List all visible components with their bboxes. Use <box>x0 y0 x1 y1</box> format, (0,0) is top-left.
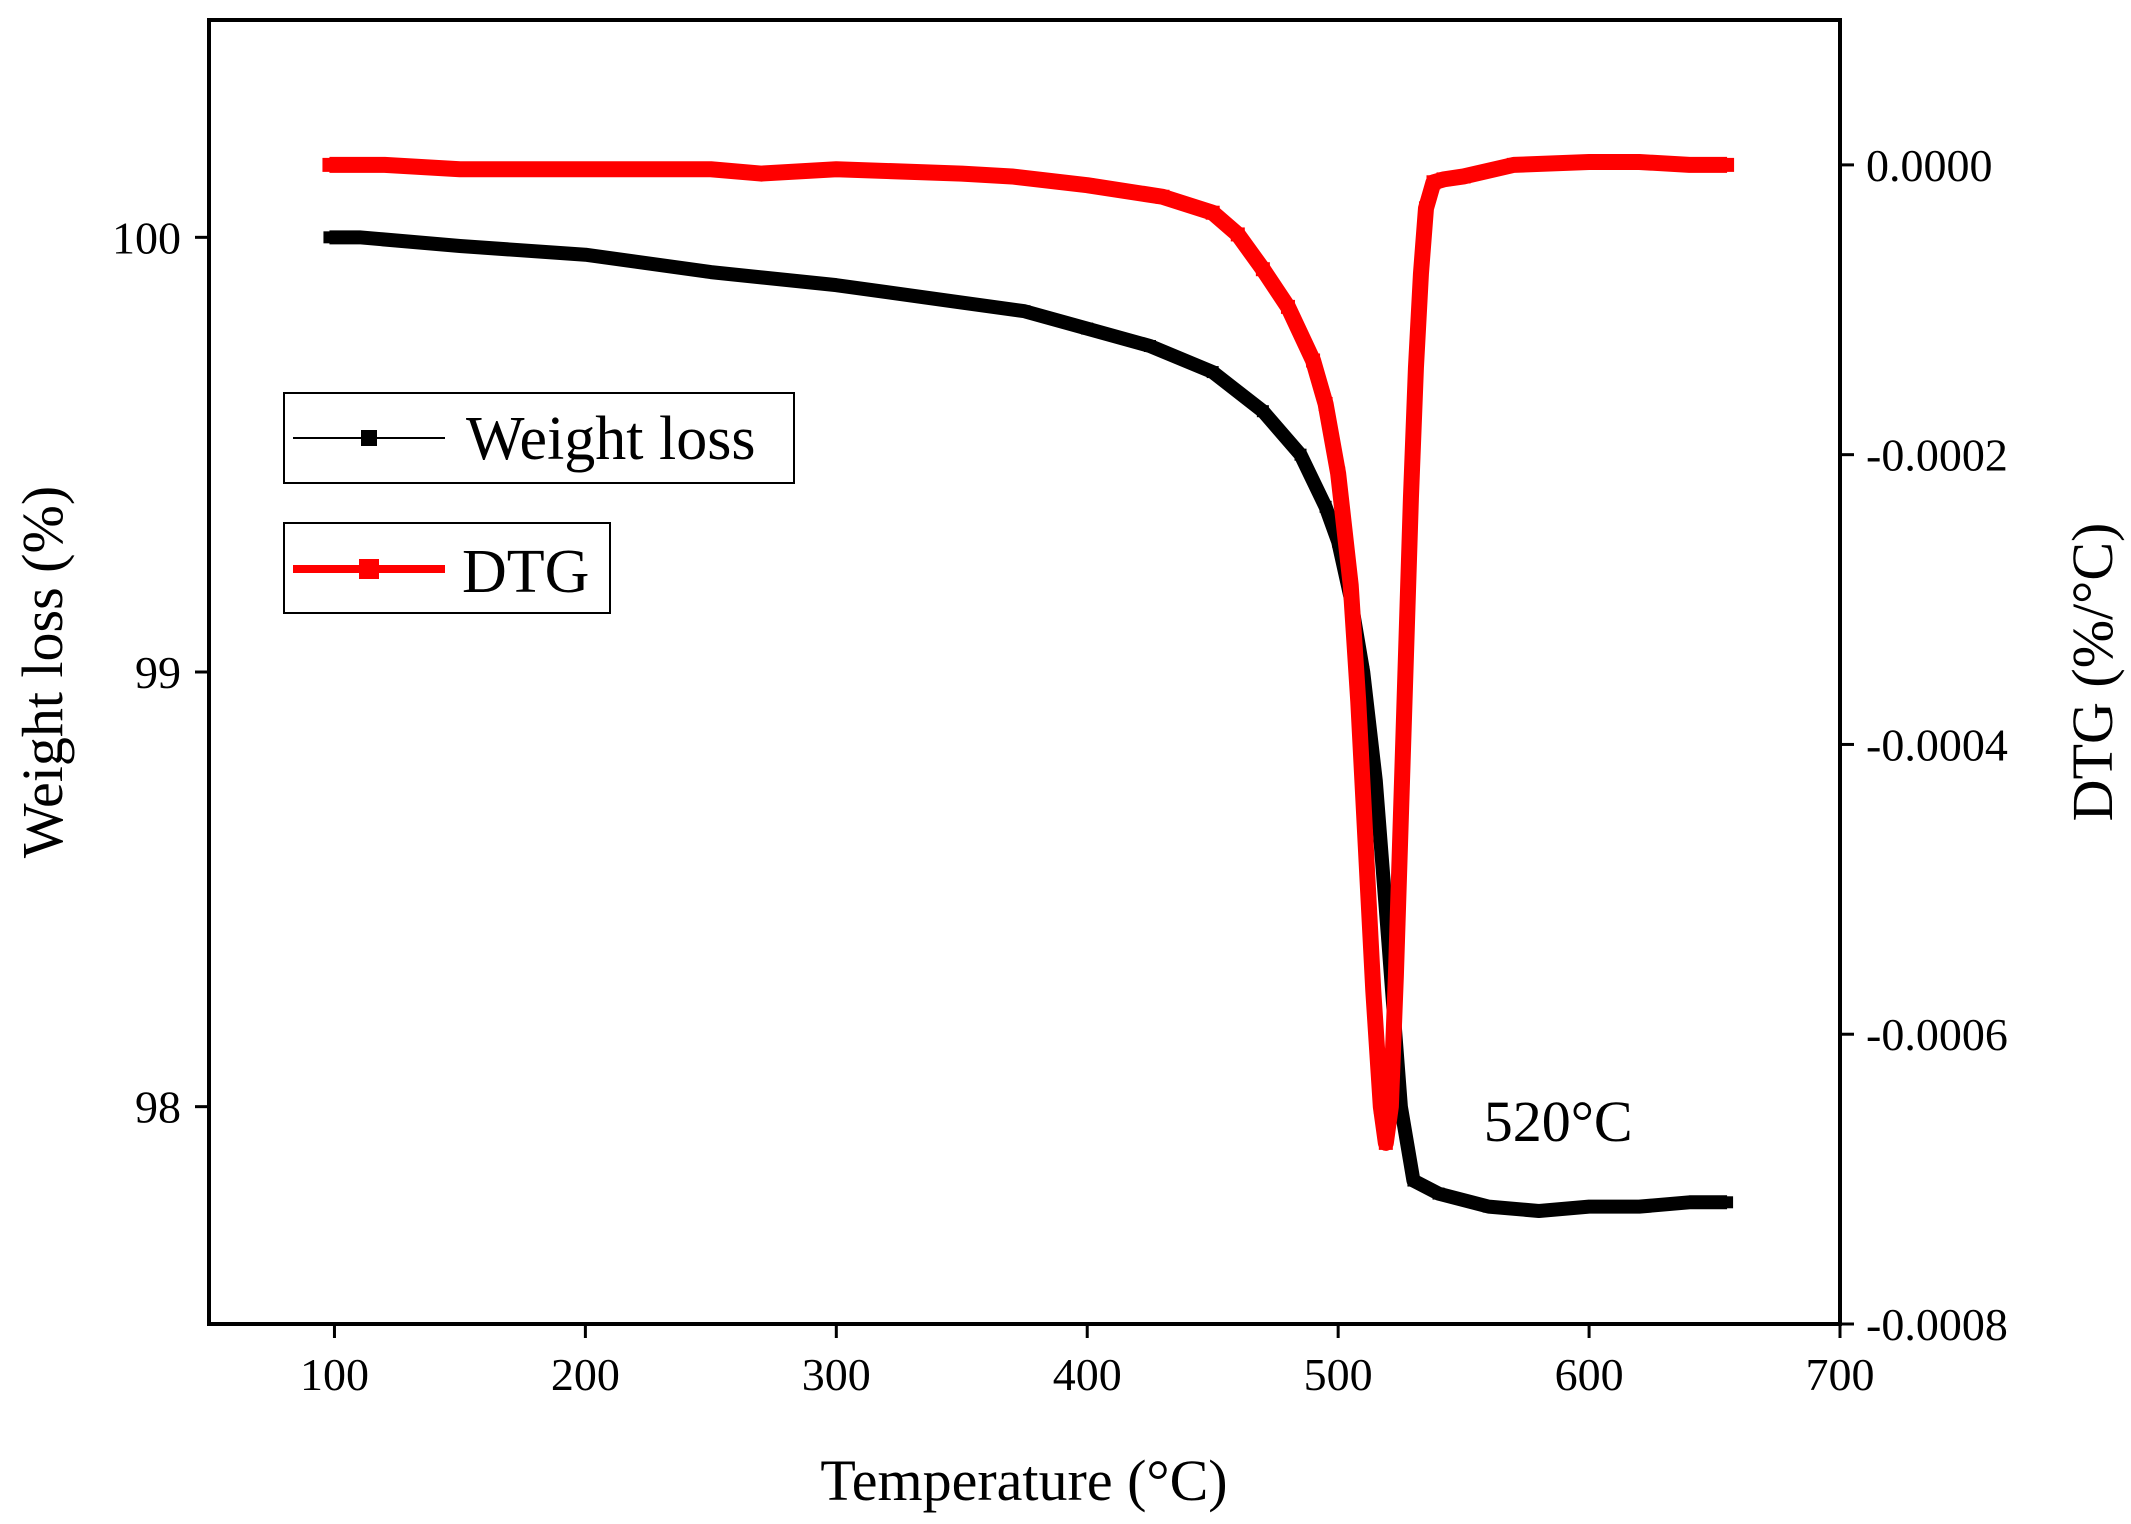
dtg-point <box>1582 154 1597 169</box>
dtg-point <box>829 162 844 177</box>
dtg-point <box>1456 169 1471 184</box>
axes-layer: 100 200 300 400 500 600 700 98 99 100 -0.0008 -0.00… <box>112 140 2008 1400</box>
dtg-point <box>1388 969 1403 984</box>
y-right-tick-label: -0.0002 <box>1866 430 2008 481</box>
dtg-point <box>1004 169 1019 184</box>
dtg-point <box>1306 353 1321 368</box>
x-tick-label: 200 <box>551 1349 620 1400</box>
dtg-point <box>1632 154 1647 169</box>
x-tick-label: 400 <box>1053 1349 1122 1400</box>
y-right-tick-label: 0.0000 <box>1866 140 1993 191</box>
weight-loss-point <box>1319 500 1332 513</box>
weight-loss-point <box>1482 1200 1495 1213</box>
dtg-point <box>1413 266 1428 281</box>
weight-loss-point <box>1583 1200 1596 1213</box>
weight-loss-point <box>353 231 366 244</box>
weight-loss-point <box>1683 1196 1696 1209</box>
dtg-point <box>1378 1135 1393 1150</box>
y-axis-left-title: Weight loss (%) <box>10 486 75 858</box>
legend-label-weight-loss: Weight loss <box>466 405 756 473</box>
legend-marker-dtg <box>359 559 379 579</box>
series-layer <box>322 153 1735 1218</box>
x-tick-label: 300 <box>802 1349 871 1400</box>
weight-loss-point <box>1432 1187 1445 1200</box>
dtg-point <box>578 162 593 177</box>
weight-loss-point <box>323 231 336 244</box>
dtg-point <box>1366 983 1381 998</box>
dtg-point <box>1318 396 1333 411</box>
dtg-point <box>322 157 337 172</box>
weight-loss-point <box>579 248 592 261</box>
weight-loss-point <box>1018 305 1031 318</box>
dtg-point <box>1506 157 1521 172</box>
weight-loss-point <box>453 240 466 253</box>
weight-loss-point <box>1143 340 1156 352</box>
weight-loss-point <box>1721 1196 1734 1209</box>
dtg-point <box>1343 578 1358 593</box>
dtg-point <box>377 157 392 172</box>
x-tick-label: 600 <box>1555 1349 1624 1400</box>
y-left-tick-label: 98 <box>135 1082 181 1133</box>
dtg-point <box>1351 693 1366 708</box>
weight-loss-point <box>1206 366 1219 379</box>
weight-loss-point <box>1633 1200 1646 1213</box>
dtg-point <box>1080 178 1095 193</box>
dtg-point <box>1358 838 1373 853</box>
dtg-point <box>1383 1099 1398 1114</box>
weight-loss-point <box>704 266 717 279</box>
weight-loss-point <box>830 279 843 292</box>
weight-loss-point <box>1532 1204 1545 1217</box>
dtg-point <box>1230 227 1245 242</box>
weight-loss-point <box>1294 448 1307 461</box>
weight-loss-point <box>1256 405 1269 418</box>
x-tick-label: 500 <box>1304 1349 1373 1400</box>
weight-loss-point <box>1407 1174 1420 1187</box>
weight-loss-point <box>955 296 968 309</box>
dtg-point <box>1331 466 1346 481</box>
dtg-point <box>1155 189 1170 204</box>
x-axis-title: Temperature (°C) <box>820 1448 1227 1513</box>
x-tick-label: 700 <box>1806 1349 1875 1400</box>
dtg-point <box>1720 157 1735 172</box>
y-right-tick-label: -0.0006 <box>1866 1009 2008 1060</box>
dtg-point <box>1418 201 1433 216</box>
dtg-point <box>1403 491 1418 506</box>
peak-annotation: 520°C <box>1484 1089 1633 1154</box>
legend-marker-weight-loss <box>361 430 377 446</box>
legend-label-dtg: DTG <box>462 538 589 606</box>
dtg-point <box>754 166 769 181</box>
y-right-tick-label: -0.0004 <box>1866 719 2008 770</box>
y-left-tick-label: 99 <box>135 647 181 698</box>
weight-loss-point <box>1369 774 1382 787</box>
dtg-point <box>1280 299 1295 314</box>
y-right-tick-label: -0.0008 <box>1866 1299 2008 1350</box>
dtg-point <box>1408 360 1423 375</box>
dtg-point <box>1255 262 1270 277</box>
dtg-point <box>1205 205 1220 220</box>
y-axis-right-title: DTG (%/°C) <box>2060 523 2125 822</box>
weight-loss-point <box>1081 322 1094 335</box>
legend: Weight loss DTG <box>283 392 795 614</box>
dtg-point <box>1398 650 1413 665</box>
dtg-point <box>954 166 969 181</box>
dtg-point <box>703 162 718 177</box>
x-tick-label: 100 <box>300 1349 369 1400</box>
dtg-point <box>1682 157 1697 172</box>
dtg-point <box>1436 172 1451 187</box>
dtg-point <box>1393 809 1408 824</box>
dtg-point <box>452 162 467 177</box>
y-left-tick-label: 100 <box>112 212 181 263</box>
weight-loss-series-line <box>329 230 1728 1218</box>
